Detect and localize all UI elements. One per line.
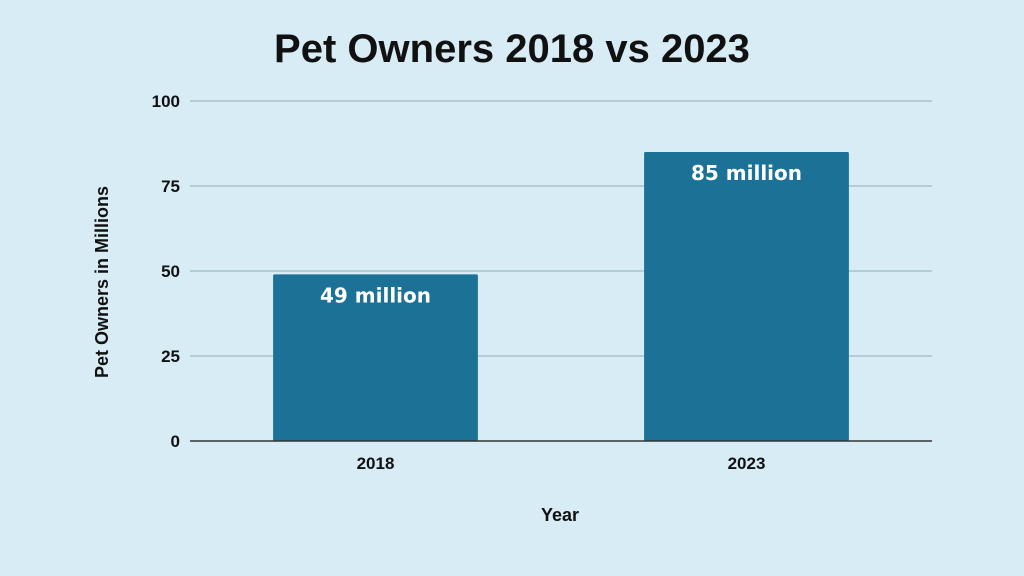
data-label-2023: 85 million xyxy=(691,161,802,185)
y-tick-label: 50 xyxy=(161,262,180,281)
y-axis-ticks: 0 25 50 75 100 xyxy=(152,92,180,451)
x-tick-label: 2023 xyxy=(728,454,766,473)
y-tick-label: 25 xyxy=(161,347,180,366)
bar-2023 xyxy=(644,152,849,441)
data-labels: 49 million 85 million xyxy=(320,161,802,307)
x-axis-ticks: 2018 2023 xyxy=(357,454,766,473)
y-tick-label: 100 xyxy=(152,92,180,111)
x-axis-label: Year xyxy=(541,505,579,525)
y-tick-label: 0 xyxy=(171,432,180,451)
x-tick-label: 2018 xyxy=(357,454,395,473)
chart-title: Pet Owners 2018 vs 2023 xyxy=(274,27,750,71)
bars xyxy=(273,152,849,441)
y-tick-label: 75 xyxy=(161,177,180,196)
bar-2018 xyxy=(273,274,478,441)
data-label-2018: 49 million xyxy=(320,283,431,307)
y-axis-label: Pet Owners in Millions xyxy=(92,186,112,378)
